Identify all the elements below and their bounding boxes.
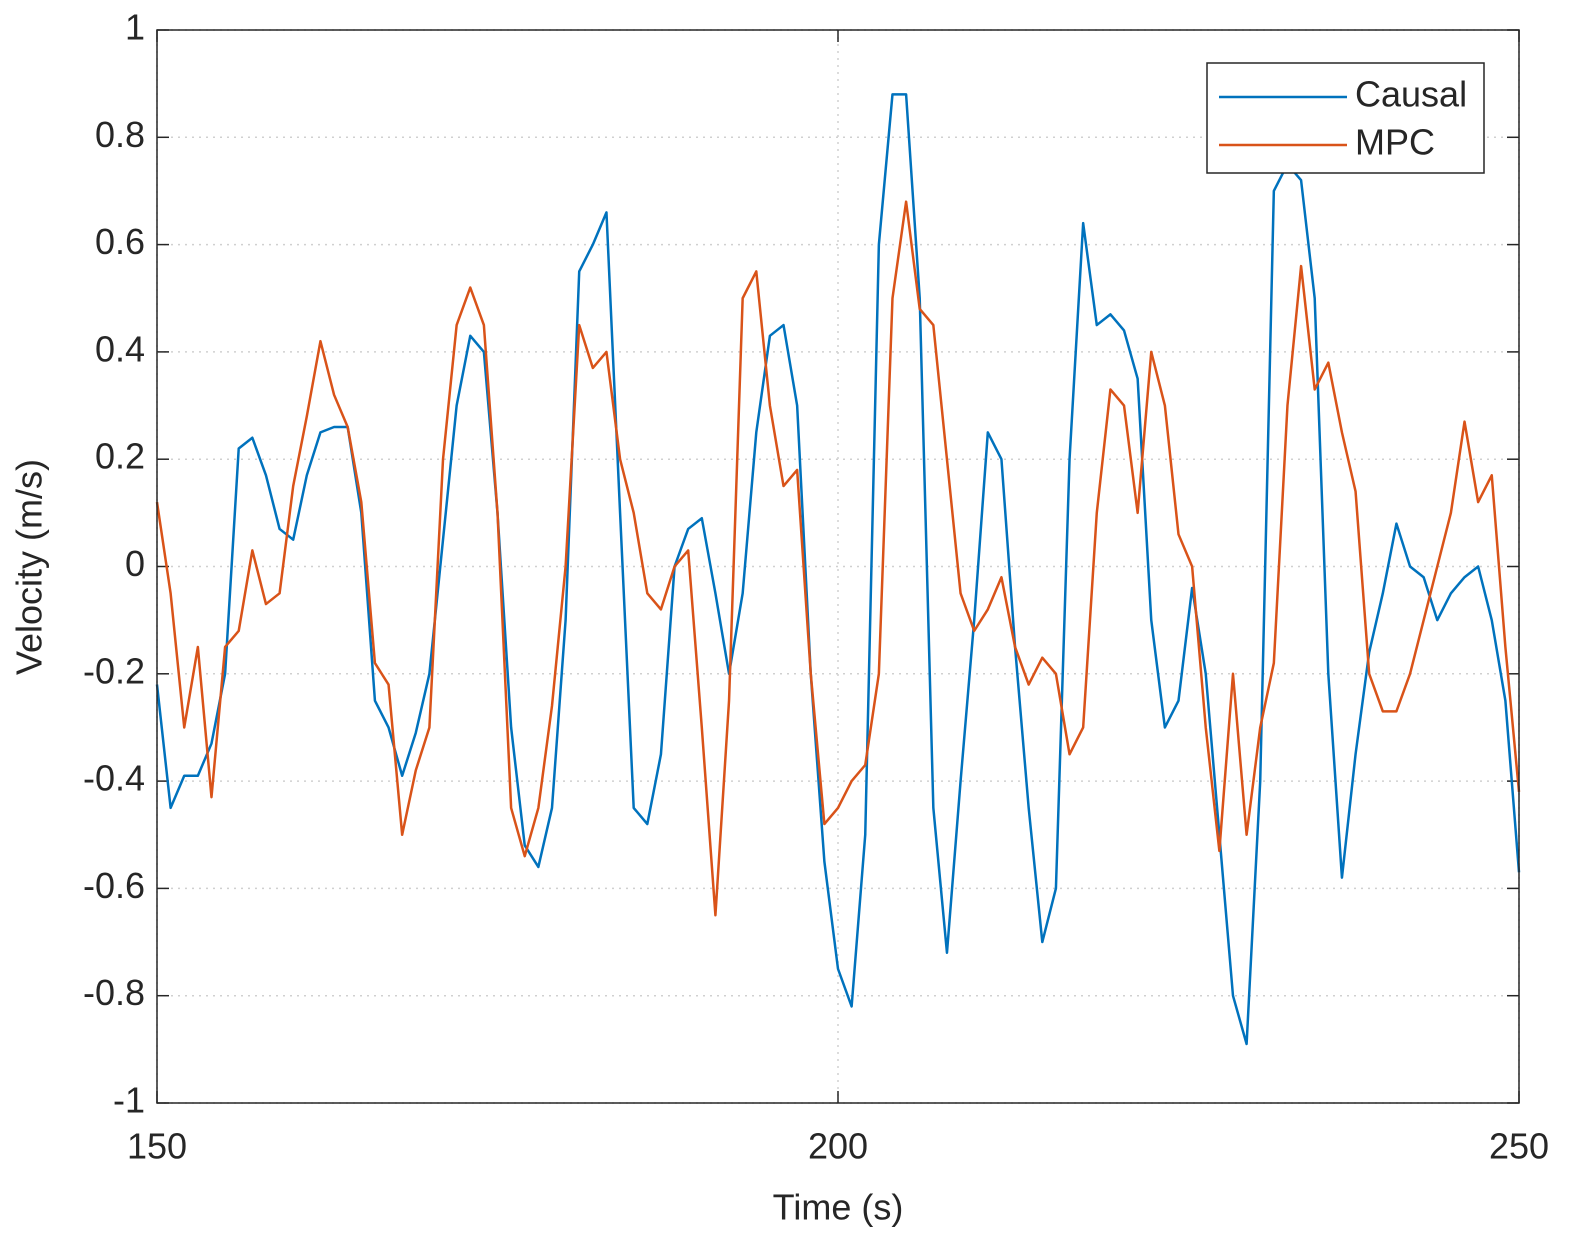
x-axis-label: Time (s): [773, 1187, 904, 1228]
legend-box: [1206, 62, 1485, 174]
y-tick-label: -1: [113, 1080, 145, 1121]
data-line: [155, 200, 1521, 917]
y-tick-label: 1: [125, 7, 145, 48]
y-tick-label: -0.2: [83, 650, 145, 691]
legend: Causal MPC: [1206, 62, 1485, 174]
x-tick-label: 150: [127, 1126, 187, 1167]
legend-label: MPC: [1355, 122, 1435, 163]
y-tick-label: 0: [125, 543, 145, 584]
legend-label: Causal: [1355, 74, 1467, 115]
y-tick-label: 0.8: [95, 114, 145, 155]
x-tick-label: 250: [1489, 1126, 1549, 1167]
y-tick-label: 0.6: [95, 221, 145, 262]
y-axis-label: Velocity (m/s): [9, 459, 50, 675]
y-tick-label: -0.6: [83, 865, 145, 906]
plot-frame: [156, 29, 1520, 1104]
y-tick-label: 0.4: [95, 328, 145, 369]
y-tick-label: -0.4: [83, 758, 145, 799]
y-tick-label: 0.2: [95, 436, 145, 477]
y-tick-label: -0.8: [83, 972, 145, 1013]
x-tick-label: 200: [808, 1126, 868, 1167]
